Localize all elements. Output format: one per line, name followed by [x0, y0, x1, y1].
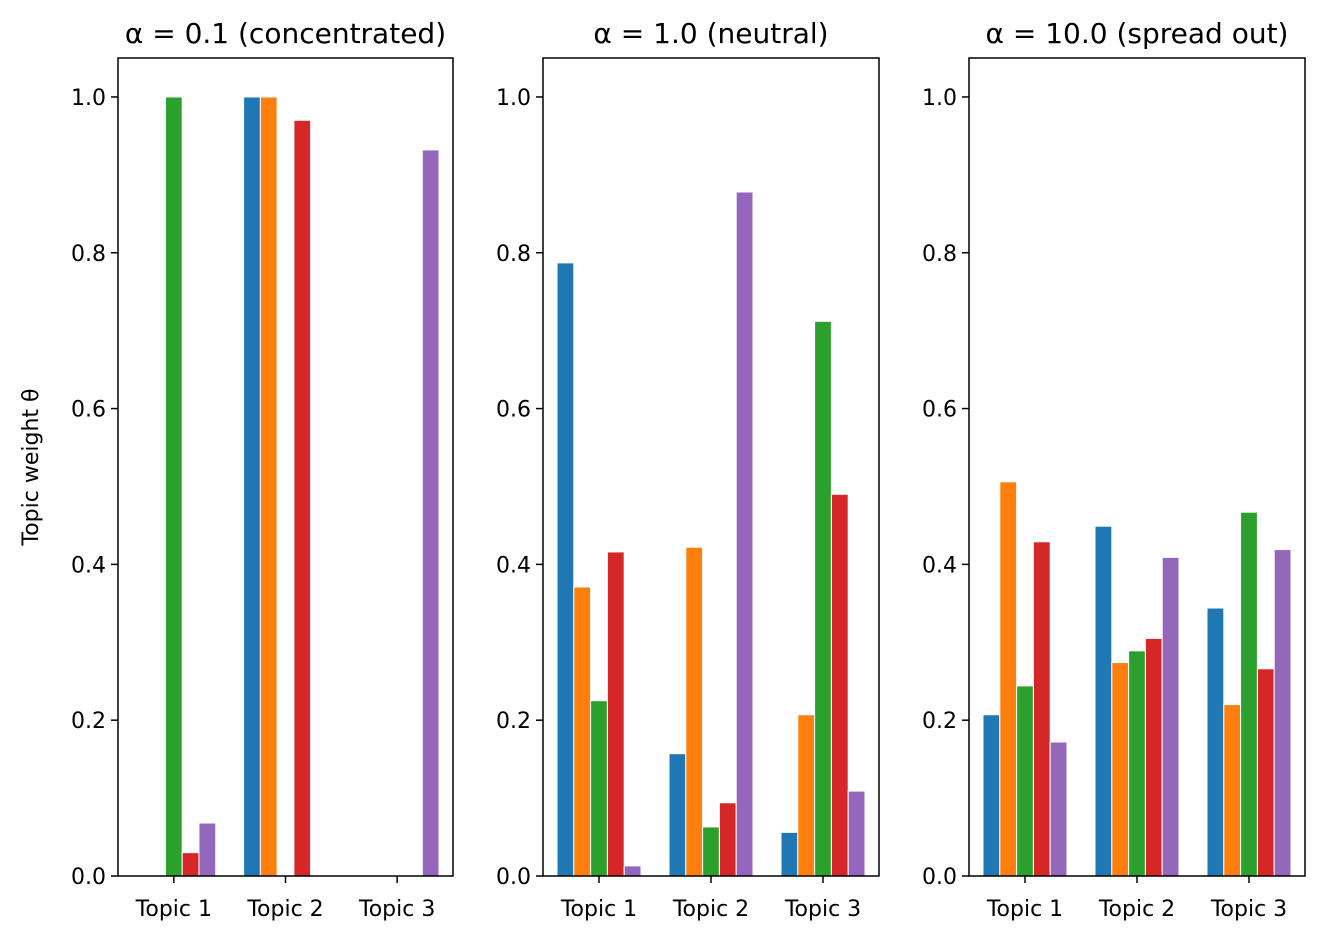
subplot-title: α = 10.0 (spread out): [986, 17, 1289, 50]
y-tick-label: 0.4: [71, 553, 106, 578]
y-tick-label: 0.8: [922, 242, 957, 267]
subplot-2: Topic 1 Topic 2 Topic 3 0.0 0.2 0.4 0.6 0.8 1.0 α…: [496, 17, 880, 922]
bar-series-4-topic-2: [293, 119, 312, 877]
y-tick-label: 0.6: [71, 398, 106, 423]
bar-series-5-topic-3: [421, 149, 440, 877]
y-tick-label: 1.0: [922, 86, 957, 111]
bar-series-4-topic-1: [1032, 541, 1051, 877]
bar-series-2-topic-3: [1223, 704, 1242, 877]
bar-series-2-topic-3: [797, 714, 816, 877]
y-tick-label: 0.0: [496, 865, 531, 890]
bar-series-3-topic-3: [1240, 511, 1258, 877]
bar-series-4-topic-2: [718, 802, 737, 877]
y-tick-label: 0.6: [922, 398, 957, 423]
subplot-3: Topic 1 Topic 2 Topic 3 0.0 0.2 0.4 0.6 0.8 1.0 α…: [922, 17, 1306, 922]
bar-series-2-topic-1: [573, 586, 592, 877]
bar-series-1-topic-2: [668, 753, 687, 877]
y-tick-label: 0.4: [922, 553, 957, 578]
bar-series-5-topic-1: [1049, 741, 1068, 877]
bar-series-2-topic-2: [1111, 662, 1130, 877]
bar-series-1-topic-3: [780, 831, 799, 877]
y-tick-label: 0.8: [496, 242, 531, 267]
bar-series-4-topic-1: [181, 852, 200, 877]
bar-series-2-topic-2: [259, 96, 278, 877]
y-tick-label: 0.0: [71, 865, 106, 890]
y-tick-label: 0.4: [496, 553, 531, 578]
y-tick-label: 0.6: [496, 398, 531, 423]
x-tick-label: Topic 3: [1210, 897, 1287, 922]
bar-series-4-topic-3: [830, 493, 849, 877]
y-tick-label: 0.2: [71, 709, 106, 734]
bar-series-5-topic-2: [1161, 556, 1180, 877]
x-tick-label: Topic 3: [358, 897, 435, 922]
y-tick-label: 1.0: [71, 86, 106, 111]
y-tick-label: 0.8: [71, 242, 106, 267]
x-tick-label: Topic 2: [1098, 897, 1175, 922]
x-tick-label: Topic 1: [135, 897, 212, 922]
y-axis-label: Topic weight θ: [19, 389, 44, 547]
subplot-1: Topic 1 Topic 2 Topic 3 0.0 0.2 0.4 0.6 0.8 1.0 α…: [19, 17, 454, 922]
bar-series-3-topic-1: [164, 96, 183, 877]
bar-series-3-topic-3: [814, 320, 832, 877]
bar-series-3-topic-1: [590, 700, 608, 877]
bar-series-1-topic-2: [1094, 525, 1113, 877]
bar-series-5-topic-1: [198, 822, 217, 877]
bar-series-1-topic-1: [982, 714, 1001, 877]
bar-series-1-topic-3: [1206, 607, 1225, 877]
bar-series-3-topic-2: [1128, 650, 1146, 877]
subplot-title: α = 1.0 (neutral): [593, 17, 828, 50]
x-tick-label: Topic 2: [246, 897, 323, 922]
bar-series-5-topic-1: [623, 865, 642, 877]
y-tick-label: 0.2: [496, 709, 531, 734]
bar-series-5-topic-2: [735, 191, 754, 877]
bar-series-4-topic-3: [1256, 668, 1275, 877]
subplot-title: α = 0.1 (concentrated): [125, 17, 446, 50]
bar-series-5-topic-3: [1273, 549, 1292, 877]
bar-series-1-topic-1: [556, 262, 575, 877]
y-tick-label: 0.2: [922, 709, 957, 734]
y-tick-label: 1.0: [496, 86, 531, 111]
x-tick-label: Topic 3: [784, 897, 861, 922]
bar-series-4-topic-2: [1144, 637, 1163, 877]
bar-series-2-topic-2: [685, 546, 704, 877]
bar-series-2-topic-1: [999, 481, 1018, 877]
bar-series-3-topic-1: [1016, 685, 1034, 877]
bar-series-3-topic-2: [702, 826, 720, 877]
y-tick-label: 0.0: [922, 865, 957, 890]
bar-series-4-topic-1: [606, 551, 625, 877]
x-tick-label: Topic 1: [560, 897, 637, 922]
bar-series-5-topic-3: [847, 790, 866, 877]
bar-series-1-topic-2: [243, 96, 261, 877]
x-tick-label: Topic 1: [986, 897, 1063, 922]
x-tick-label: Topic 2: [672, 897, 749, 922]
